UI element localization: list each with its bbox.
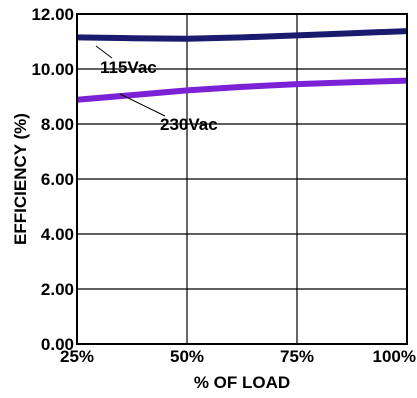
series-line-115Vac [76,28,408,42]
x-tick-label: 100% [373,347,416,366]
x-tick-label: 50% [170,347,204,366]
y-tick-label: 12.00 [31,5,74,24]
y-tick-label: 8.00 [41,115,74,134]
y-tick-label: 2.00 [41,280,74,299]
x-tick-labels: 25% 50% 75% 100% [60,347,416,366]
x-tick-label: 75% [280,347,314,366]
series-label: 115Vac [100,58,157,77]
series-label-leader [119,93,166,117]
series-lines [76,28,408,103]
series-labels: 115Vac 230Vac [95,45,218,134]
y-tick-label: 0.00 [41,335,74,354]
series-label: 230Vac [160,115,218,134]
series-label-leader [95,45,113,59]
x-tick-label: 25% [60,347,94,366]
y-tick-label: 10.00 [31,60,74,79]
y-tick-label: 6.00 [41,170,74,189]
y-tick-label: 4.00 [41,225,74,244]
x-axis-title: % OF LOAD [194,373,290,392]
plot-frame [76,13,408,345]
series-line-230Vac [76,77,408,103]
y-axis-title: EFFICIENCY (%) [11,113,30,245]
y-tick-labels: 0.00 2.00 4.00 6.00 8.00 10.00 12.00 [31,5,74,354]
